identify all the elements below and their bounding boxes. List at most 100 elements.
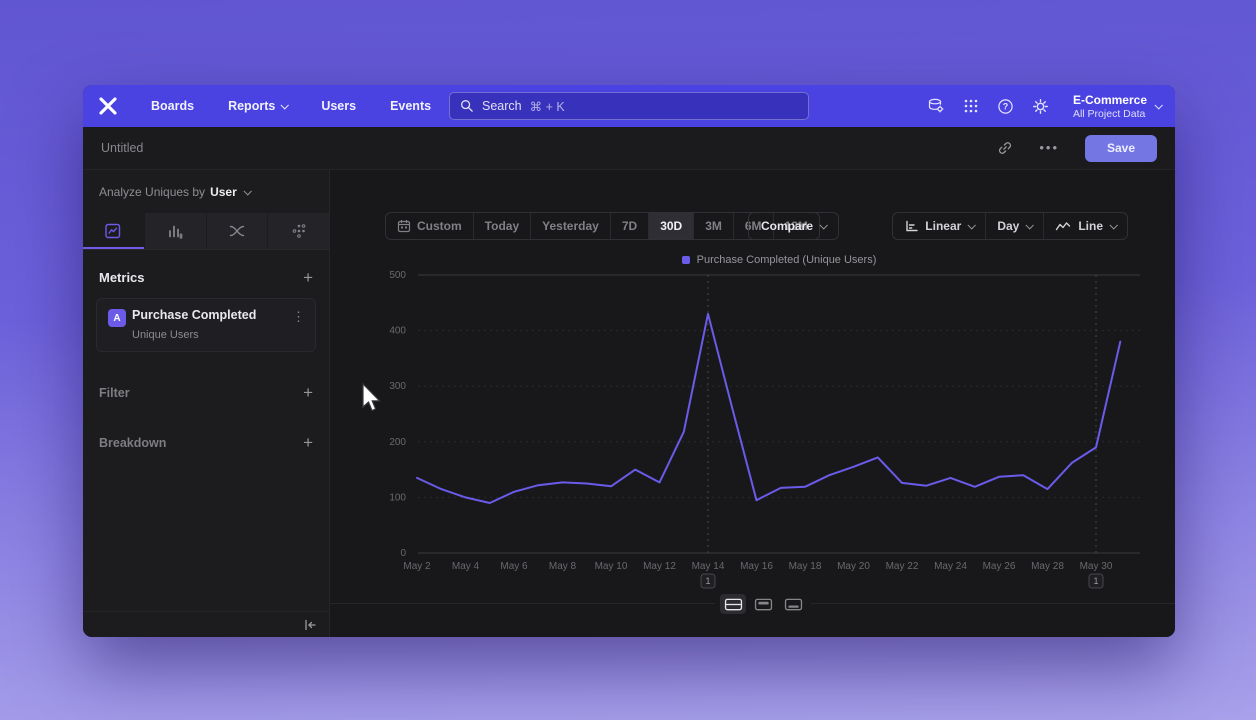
metric-card[interactable]: A Purchase Completed Unique Users ⋮ <box>96 298 316 352</box>
analyze-value-dropdown[interactable]: User <box>210 184 237 199</box>
project-selector[interactable]: E-Commerce All Project Data <box>1072 92 1163 120</box>
date-range-group: Custom Today Yesterday 7D 30D 3M 6M 12M <box>385 212 820 240</box>
chart-type-tabs <box>83 213 329 250</box>
line-chart[interactable]: 0 100 200 300 400 500 May 2 May 4 May 6 May 8 May … <box>330 170 1175 637</box>
report-header: Untitled ••• Save <box>83 127 1175 170</box>
chevron-down-icon <box>243 186 252 196</box>
axis-scale-icon <box>904 220 918 233</box>
nav-item-events[interactable]: Events <box>390 99 432 113</box>
project-name: E-Commerce <box>1072 92 1147 107</box>
compare-button[interactable]: Compare <box>748 212 840 240</box>
svg-text:May 4: May 4 <box>452 561 480 572</box>
svg-text:500: 500 <box>389 270 406 281</box>
more-options-button[interactable]: ••• <box>1039 140 1059 155</box>
chevron-down-icon <box>1154 101 1163 110</box>
breakdown-section-header: Breakdown + <box>83 433 329 452</box>
svg-text:May 30: May 30 <box>1080 561 1113 572</box>
annotation-marker[interactable] <box>700 573 716 589</box>
svg-text:400: 400 <box>389 326 406 337</box>
metric-badge: A <box>108 309 126 327</box>
view-options-group: Linear Day Line <box>892 212 1128 240</box>
svg-text:May 26: May 26 <box>983 561 1016 572</box>
svg-text:1: 1 <box>705 576 710 586</box>
metrics-title: Metrics <box>99 270 145 285</box>
annotation-marker[interactable] <box>1088 573 1104 589</box>
metric-subtitle[interactable]: Unique Users <box>132 329 199 341</box>
legend-swatch <box>681 256 690 264</box>
filter-title: Filter <box>99 386 130 400</box>
svg-text:May 20: May 20 <box>837 561 870 572</box>
collapse-sidebar-icon[interactable] <box>303 619 317 631</box>
metrics-section-header: Metrics + <box>83 267 329 287</box>
svg-text:May 24: May 24 <box>934 561 967 572</box>
add-breakdown-icon[interactable]: + <box>303 433 313 452</box>
svg-text:May 6: May 6 <box>500 561 528 572</box>
tab-flows[interactable] <box>205 213 268 249</box>
range-custom[interactable]: Custom <box>386 213 473 239</box>
chart-legend[interactable]: Purchase Completed (Unique Users) <box>418 254 1140 266</box>
mixpanel-logo-icon[interactable] <box>97 95 121 117</box>
range-6m[interactable]: 6M <box>732 213 773 239</box>
range-today[interactable]: Today <box>472 213 530 239</box>
data-management-icon[interactable] <box>927 98 945 115</box>
layout-toggle-group <box>715 593 811 615</box>
svg-text:100: 100 <box>389 492 406 503</box>
search-icon <box>460 99 474 113</box>
toggle-panel-top-icon[interactable] <box>750 594 776 614</box>
interval-dropdown[interactable]: Day <box>985 213 1043 239</box>
add-filter-icon[interactable]: + <box>303 383 313 402</box>
toggle-panel-bottom-icon[interactable] <box>780 594 806 614</box>
svg-text:?: ? <box>1003 101 1009 111</box>
settings-gear-icon[interactable] <box>1032 98 1050 115</box>
svg-text:May 14: May 14 <box>692 561 725 572</box>
scale-dropdown[interactable]: Linear <box>893 213 985 239</box>
toggle-panel-rows-icon[interactable] <box>720 594 746 614</box>
range-30d[interactable]: 30D <box>648 213 694 239</box>
tab-line-chart[interactable] <box>83 213 144 249</box>
series-line[interactable] <box>416 312 1122 504</box>
nav-item-reports[interactable]: Reports <box>228 99 290 113</box>
legend-label: Purchase Completed (Unique Users) <box>696 254 877 266</box>
range-yesterday[interactable]: Yesterday <box>530 213 610 239</box>
range-12m[interactable]: 12M <box>772 213 819 239</box>
apps-grid-icon[interactable] <box>962 98 980 115</box>
svg-text:May 28: May 28 <box>1031 561 1064 572</box>
tab-retention[interactable] <box>267 213 329 249</box>
breakdown-title: Breakdown <box>99 436 167 450</box>
add-metric-icon[interactable]: + <box>303 267 313 287</box>
query-builder-sidebar: Analyze Uniques by User Metric <box>83 170 330 637</box>
help-icon[interactable]: ? <box>997 98 1015 115</box>
project-scope: All Project Data <box>1072 107 1146 120</box>
svg-text:0: 0 <box>400 548 406 559</box>
report-title[interactable]: Untitled <box>101 141 144 155</box>
nav-item-users[interactable]: Users <box>321 99 357 113</box>
chart-type-dropdown[interactable]: Line <box>1043 213 1127 239</box>
tab-bar-chart[interactable] <box>143 213 206 249</box>
nav-right-cluster: ? E-Commerce All Project Data <box>927 92 1163 120</box>
svg-text:May 22: May 22 <box>886 561 919 572</box>
svg-text:May 12: May 12 <box>643 561 676 572</box>
chevron-down-icon <box>280 101 290 110</box>
svg-text:300: 300 <box>389 381 406 392</box>
svg-text:May 2: May 2 <box>403 561 431 572</box>
line-chart-icon <box>1055 220 1071 232</box>
svg-text:1: 1 <box>1093 576 1098 586</box>
metric-menu-icon[interactable]: ⋮ <box>292 309 305 324</box>
top-nav: Boards Reports Users Events Search ⌘ + K ? <box>83 85 1175 127</box>
nav-menu: Boards Reports Users Events <box>151 99 431 113</box>
search-placeholder: Search <box>482 99 522 113</box>
save-button[interactable]: Save <box>1085 134 1157 162</box>
search-input[interactable]: Search ⌘ + K <box>449 92 809 120</box>
metric-name: Purchase Completed <box>132 308 257 322</box>
range-7d[interactable]: 7D <box>609 213 648 239</box>
range-3m[interactable]: 3M <box>693 213 733 239</box>
analyze-label: Analyze Uniques by <box>99 184 206 199</box>
svg-text:May 10: May 10 <box>595 561 628 572</box>
nav-item-boards[interactable]: Boards <box>151 99 195 113</box>
chart-panel: Custom Today Yesterday 7D 30D 3M 6M 12M Compare… <box>330 170 1175 637</box>
svg-text:May 18: May 18 <box>789 561 822 572</box>
share-link-icon[interactable] <box>997 140 1013 156</box>
search-shortcut: ⌘ + K <box>529 99 565 114</box>
filter-section-header: Filter + <box>83 383 329 402</box>
calendar-icon <box>397 220 411 233</box>
